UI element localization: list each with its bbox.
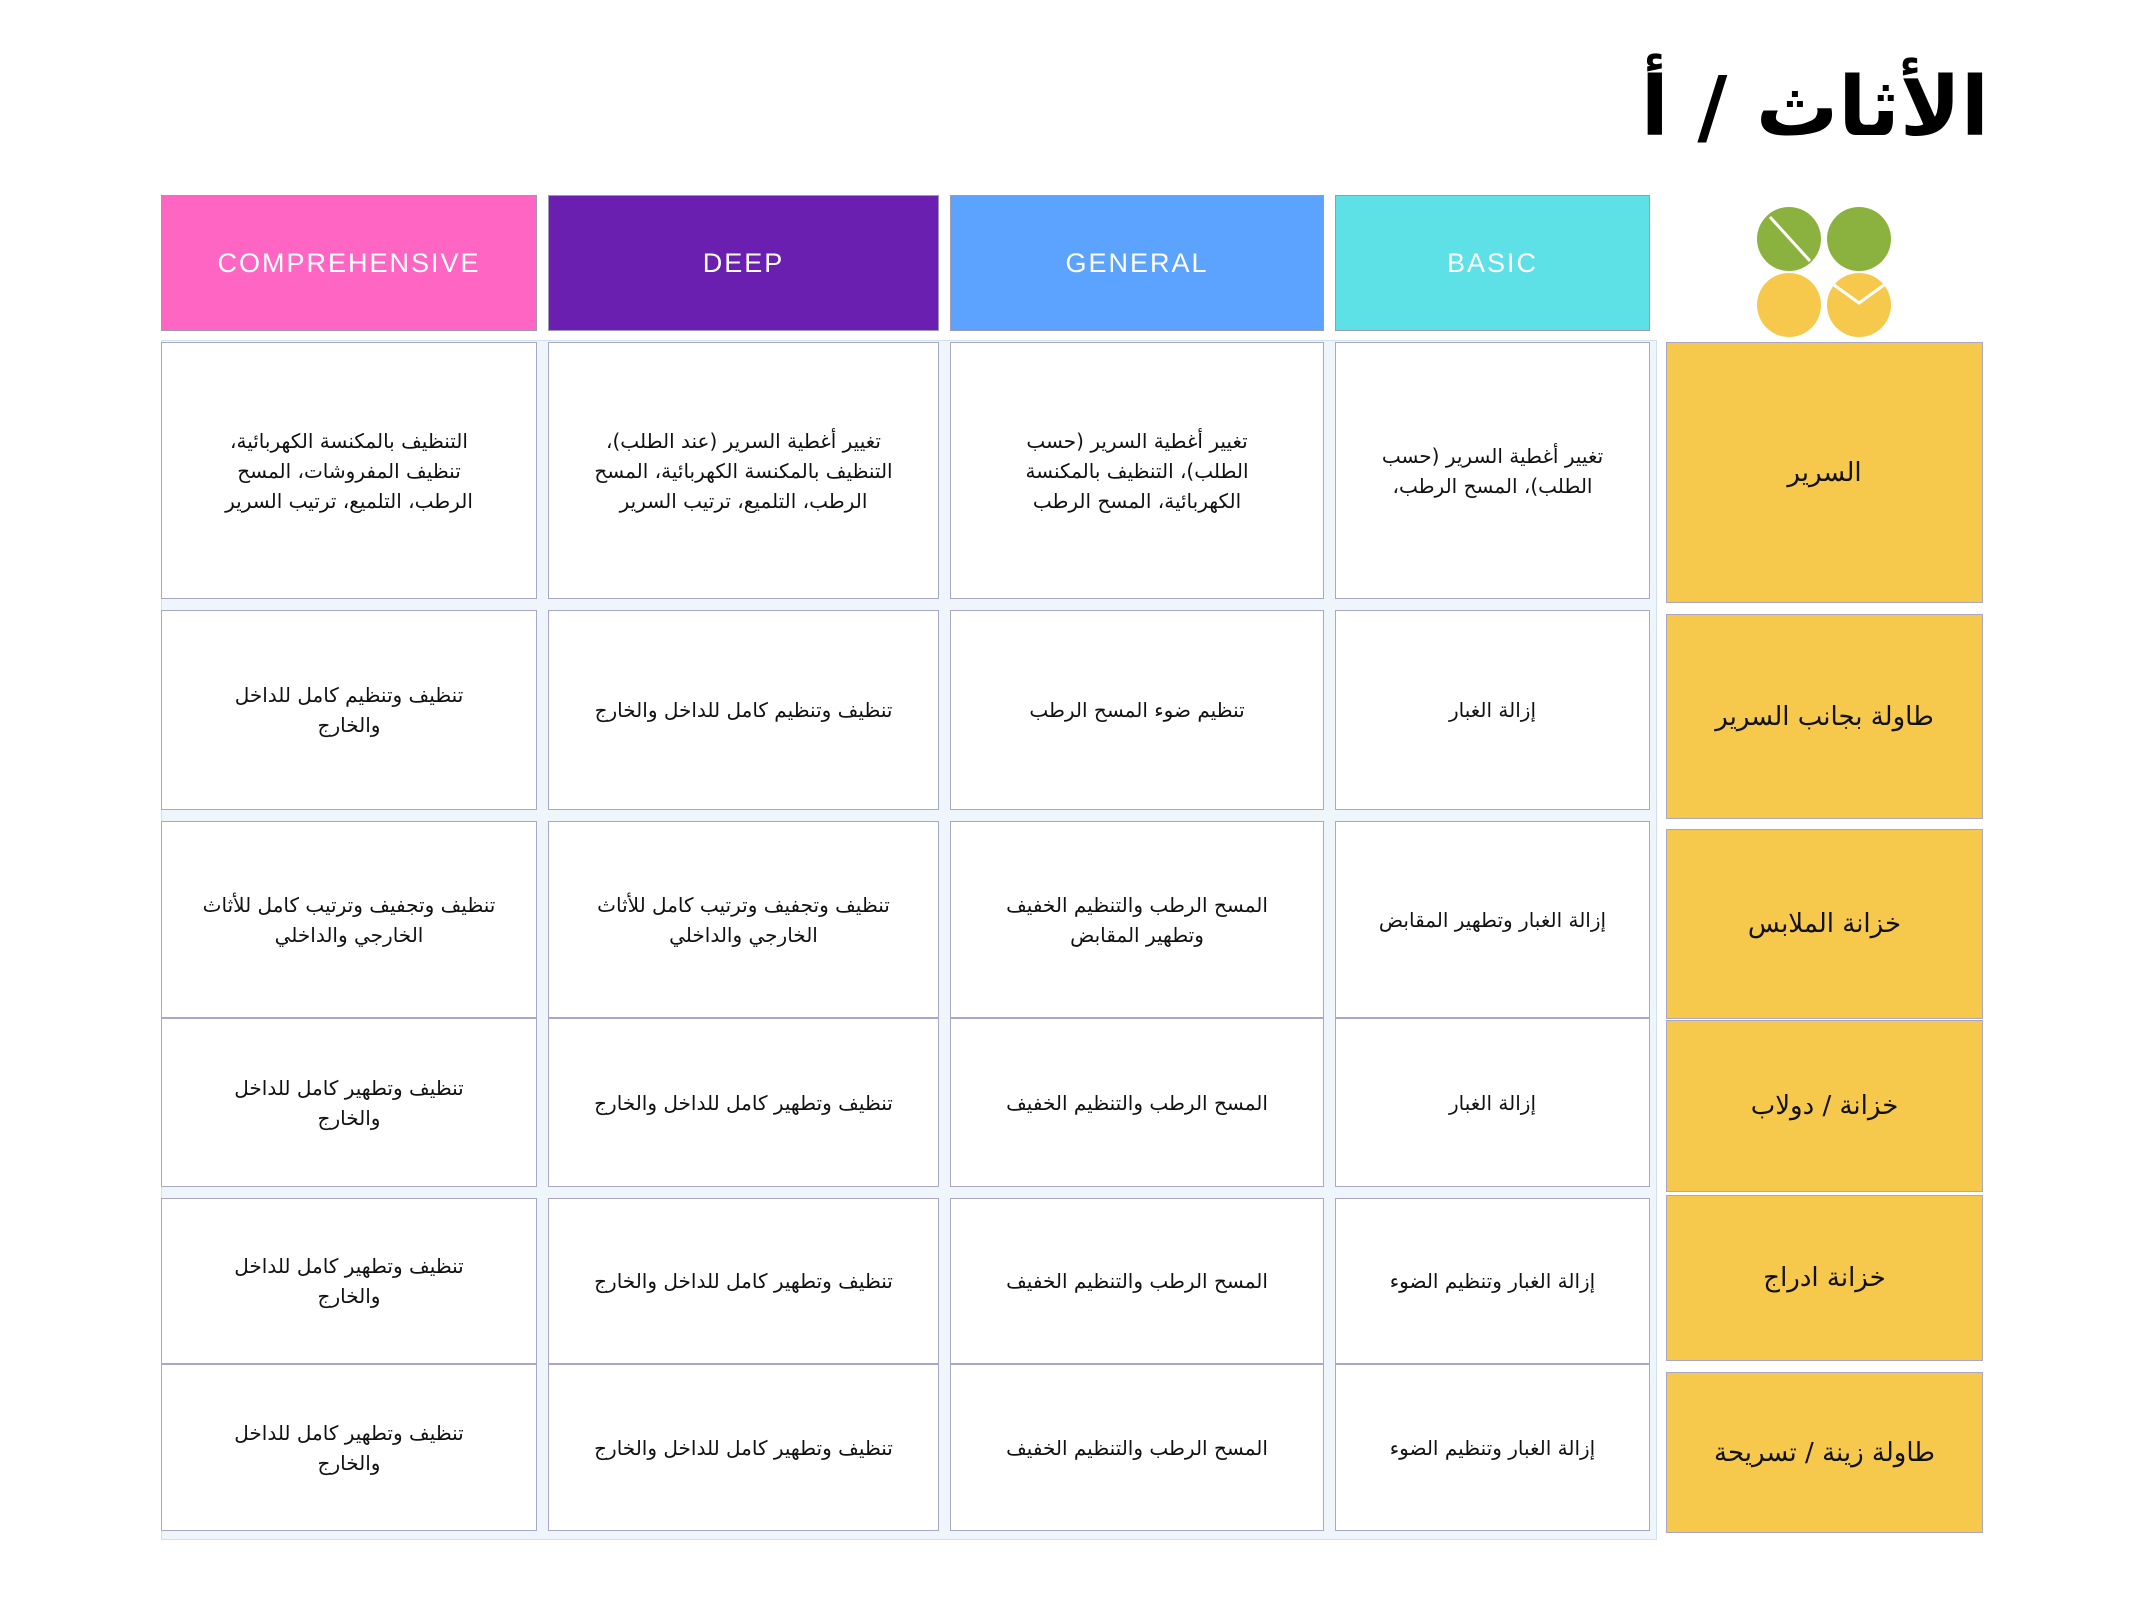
clover-logo-icon bbox=[1757, 205, 1891, 339]
table-cell: إزالة الغبار وتنظيم الضوء bbox=[1335, 1198, 1650, 1364]
table-cell: تنظيم ضوء المسح الرطب bbox=[950, 610, 1324, 810]
page-title: الأثاث / أ bbox=[1640, 60, 1989, 155]
table-cell: المسح الرطب والتنظيم الخفيف bbox=[950, 1018, 1324, 1187]
table-cell: إزالة الغبار وتطهير المقابض bbox=[1335, 821, 1650, 1018]
table-cell: إزالة الغبار وتنظيم الضوء bbox=[1335, 1364, 1650, 1531]
table-cell: المسح الرطب والتنظيم الخفيف bbox=[950, 1198, 1324, 1364]
row-label: طاولة زينة / تسريحة bbox=[1666, 1372, 1983, 1533]
row-label: طاولة بجانب السرير bbox=[1666, 614, 1983, 819]
table-cell: إزالة الغبار bbox=[1335, 1018, 1650, 1187]
table-cell: تنظيف وتطهير كامل للداخل والخارج bbox=[161, 1198, 537, 1364]
table-cell: تنظيف وتنظيم كامل للداخل والخارج bbox=[161, 610, 537, 810]
column-header-basic: BASIC bbox=[1335, 195, 1650, 331]
table-cell: تغيير أغطية السرير (عند الطلب)، التنظيف … bbox=[548, 342, 939, 599]
table-cell: تغيير أغطية السرير (حسب الطلب)، المسح ال… bbox=[1335, 342, 1650, 599]
table-cell: إزالة الغبار bbox=[1335, 610, 1650, 810]
row-label: خزانة ادراج bbox=[1666, 1195, 1983, 1361]
table-cell: تنظيف وتطهير كامل للداخل والخارج bbox=[161, 1364, 537, 1531]
table-cell: تنظيف وتطهير كامل للداخل والخارج bbox=[161, 1018, 537, 1187]
column-header-comprehensive: COMPREHENSIVE bbox=[161, 195, 537, 331]
table-cell: تنظيف وتطهير كامل للداخل والخارج bbox=[548, 1364, 939, 1531]
column-header-general: GENERAL bbox=[950, 195, 1324, 331]
row-label: خزانة الملابس bbox=[1666, 829, 1983, 1019]
table-cell: تنظيف وتجفيف وترتيب كامل للأثاث الخارجي … bbox=[548, 821, 939, 1018]
row-label: السرير bbox=[1666, 342, 1983, 603]
table-cell: التنظيف بالمكنسة الكهربائية، تنظيف المفر… bbox=[161, 342, 537, 599]
table-cell: تغيير أغطية السرير (حسب الطلب)، التنظيف … bbox=[950, 342, 1324, 599]
table-cell: تنظيف وتطهير كامل للداخل والخارج bbox=[548, 1018, 939, 1187]
table-cell: تنظيف وتطهير كامل للداخل والخارج bbox=[548, 1198, 939, 1364]
row-label: خزانة / دولاب bbox=[1666, 1020, 1983, 1192]
table-cell: المسح الرطب والتنظيم الخفيف وتطهير المقا… bbox=[950, 821, 1324, 1018]
table-cell: تنظيف وتجفيف وترتيب كامل للأثاث الخارجي … bbox=[161, 821, 537, 1018]
column-header-deep: DEEP bbox=[548, 195, 939, 331]
table-cell: تنظيف وتنظيم كامل للداخل والخارج bbox=[548, 610, 939, 810]
table-cell: المسح الرطب والتنظيم الخفيف bbox=[950, 1364, 1324, 1531]
